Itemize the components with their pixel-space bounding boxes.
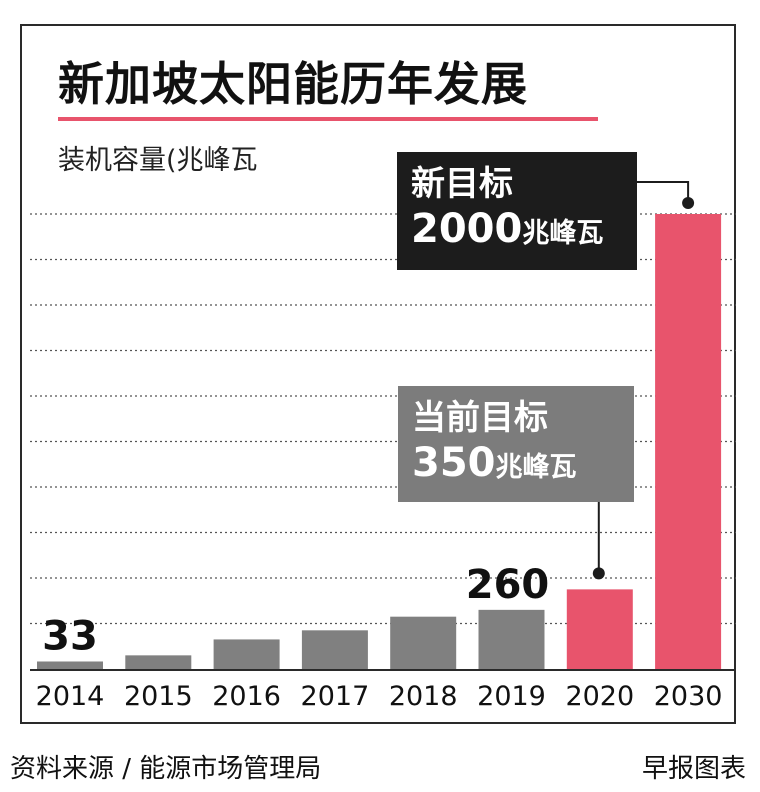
- x-tick-label: 2016: [212, 681, 281, 712]
- y-axis-label: 装机容量(兆峰瓦: [58, 145, 258, 176]
- bar-2016: [213, 639, 280, 669]
- bar-2019: [478, 609, 545, 669]
- x-tick-label: 2020: [565, 681, 634, 712]
- data-label: 260: [466, 562, 550, 608]
- x-tick-label: 2015: [124, 681, 193, 712]
- current-target-value: 350: [412, 440, 496, 486]
- source-note: 资料来源 / 能源市场管理局: [10, 754, 322, 784]
- x-tick-label: 2017: [301, 681, 370, 712]
- bar-2014: [37, 661, 103, 669]
- x-tick-label: 2014: [36, 681, 105, 712]
- new-target-leader: [637, 181, 690, 203]
- new-target-callout: 新目标 2000兆峰瓦: [397, 152, 637, 270]
- bar-2015: [125, 655, 192, 669]
- data-label: 33: [42, 613, 98, 659]
- x-tick-label: 2030: [654, 681, 723, 712]
- bar-2030: [655, 214, 722, 669]
- x-tick-label: 2019: [477, 681, 546, 712]
- current-target-callout: 当前目标 350兆峰瓦: [398, 386, 634, 502]
- current-target-dot: [592, 567, 605, 580]
- bar-2018: [390, 616, 457, 669]
- current-target-unit: 兆峰瓦: [495, 452, 577, 483]
- bar-2020: [566, 589, 633, 669]
- chart-title: 新加坡太阳能历年发展: [58, 57, 528, 111]
- title-underline: [58, 117, 598, 121]
- current-target-label: 当前目标: [412, 398, 548, 438]
- new-target-value: 2000: [411, 206, 523, 252]
- publisher-credit: 早报图表: [641, 754, 746, 784]
- bar-2017: [301, 630, 368, 669]
- new-target-dot: [682, 197, 695, 209]
- new-target-label: 新目标: [411, 164, 513, 204]
- new-target-unit: 兆峰瓦: [522, 218, 604, 249]
- x-tick-label: 2018: [389, 681, 458, 712]
